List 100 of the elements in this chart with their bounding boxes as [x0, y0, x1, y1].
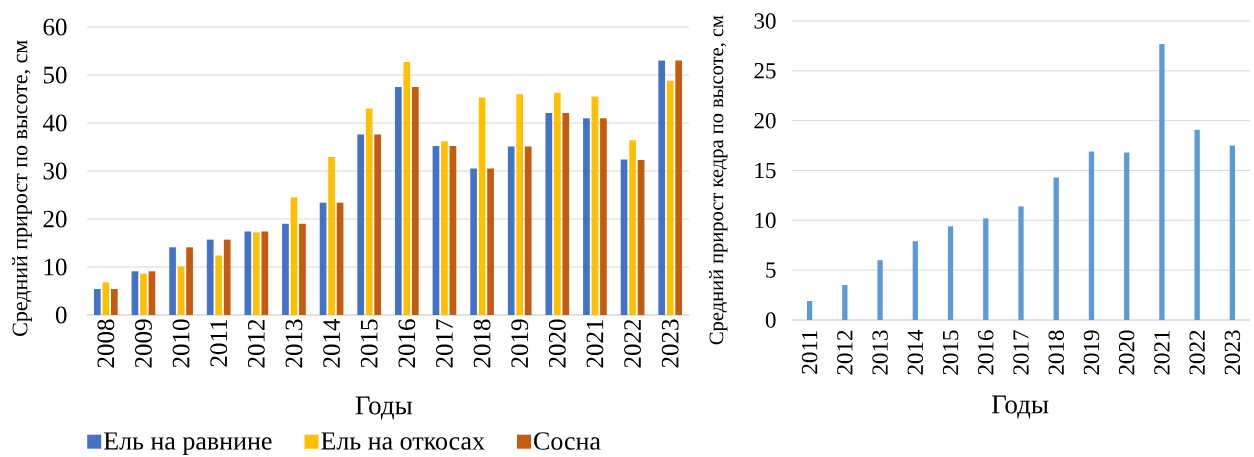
- bar: [186, 247, 193, 315]
- y-tick-label: 25: [754, 63, 776, 79]
- x-tick-label: 2018: [1048, 330, 1064, 375]
- x-tick-label: 2012: [247, 319, 265, 368]
- legend-label: Сосна: [534, 432, 601, 450]
- x-tick-label: 2015: [942, 330, 959, 375]
- bar: [524, 146, 532, 315]
- bar: [629, 140, 636, 315]
- bar: [1124, 152, 1130, 320]
- bar: [600, 118, 607, 315]
- bar: [282, 223, 289, 315]
- bar: [675, 60, 683, 315]
- bar: [215, 255, 223, 315]
- bar: [411, 86, 419, 315]
- bar: [877, 260, 883, 320]
- bar: [1088, 151, 1095, 320]
- y-tick-label: 40: [42, 114, 67, 132]
- bar: [562, 112, 570, 315]
- y-tick-label: 5: [766, 262, 776, 278]
- bar: [1229, 145, 1236, 320]
- bar: [223, 239, 231, 315]
- bar: [403, 62, 411, 315]
- bar: [131, 271, 139, 315]
- x-tick-label: 2023: [661, 319, 679, 368]
- y-tick-label: 0: [55, 306, 67, 324]
- y-tick-label: 30: [754, 13, 776, 29]
- bar: [1159, 43, 1165, 320]
- x-tick-label: 2016: [398, 319, 416, 368]
- x-tick-label: 2013: [285, 319, 303, 368]
- y-axis-title: Средний прирост по высоте, см: [12, 40, 32, 336]
- x-tick-label: 2015: [360, 319, 378, 368]
- bar: [290, 197, 298, 315]
- bar: [374, 134, 382, 315]
- x-tick-label: 2022: [1189, 330, 1205, 375]
- bar: [516, 94, 524, 315]
- bar: [947, 226, 954, 320]
- bar: [842, 285, 848, 320]
- y-tick-label: 15: [755, 162, 776, 179]
- x-axis-title: Годы: [991, 395, 1049, 419]
- bar: [553, 92, 561, 315]
- bar: [261, 231, 269, 315]
- x-tick-label: 2019: [511, 319, 529, 368]
- bar: [658, 60, 666, 315]
- x-tick-label: 2014: [323, 318, 341, 368]
- bar: [169, 247, 176, 315]
- x-tick-label: 2022: [624, 319, 642, 368]
- y-tick-label: 20: [43, 210, 67, 228]
- bar: [365, 108, 373, 315]
- bar: [140, 273, 147, 315]
- bar: [912, 241, 918, 320]
- legend-label: Ель на равнине: [103, 432, 272, 455]
- bar: [583, 118, 590, 315]
- x-tick-label: 2020: [1118, 330, 1135, 375]
- bar: [487, 168, 494, 315]
- bar: [983, 218, 989, 320]
- bar: [545, 112, 553, 315]
- bar: [441, 141, 448, 315]
- y-axis-title: Средний прирост кедра по высоте, см: [709, 15, 728, 345]
- bar: [328, 157, 335, 315]
- bar: [470, 168, 477, 315]
- x-tick-label: 2019: [1083, 330, 1100, 375]
- y-tick-label: 10: [755, 212, 776, 229]
- y-tick-label: 50: [43, 66, 67, 84]
- x-tick-label: 2010: [172, 319, 190, 368]
- bar: [1194, 129, 1200, 320]
- bar: [394, 86, 402, 315]
- bar: [637, 159, 645, 315]
- x-tick-label: 2020: [548, 319, 566, 368]
- x-tick-label: 2011: [210, 320, 228, 367]
- bar: [449, 146, 457, 315]
- x-tick-label: 2011: [801, 330, 818, 374]
- x-axis-title: Годы: [355, 396, 413, 420]
- bar: [206, 239, 214, 315]
- x-tick-label: 2012: [837, 330, 853, 375]
- bar: [299, 223, 306, 315]
- bar: [666, 80, 674, 315]
- x-tick-label: 2009: [135, 319, 152, 368]
- y-tick-label: 60: [43, 18, 67, 36]
- x-tick-label: 2021: [586, 320, 604, 368]
- bar: [93, 289, 101, 315]
- x-tick-label: 2017: [1013, 330, 1029, 375]
- x-tick-label: 2014: [907, 329, 924, 375]
- x-tick-label: 2016: [978, 330, 994, 375]
- bar: [806, 301, 813, 320]
- x-tick-label: 2023: [1224, 330, 1241, 375]
- y-tick-label: 20: [754, 112, 776, 129]
- bar: [1018, 206, 1024, 320]
- legend-label: Ель на откосах: [321, 432, 485, 450]
- bar: [432, 146, 440, 315]
- x-tick-label: 2018: [473, 319, 491, 368]
- bar: [110, 289, 118, 315]
- x-tick-label: 2017: [436, 319, 453, 368]
- bar: [244, 231, 252, 315]
- bar: [252, 232, 260, 315]
- bar: [507, 146, 515, 315]
- y-tick-label: 0: [765, 312, 776, 328]
- bar: [357, 134, 365, 315]
- x-tick-label: 2021: [1154, 330, 1170, 375]
- x-tick-label: 2013: [872, 330, 888, 375]
- bar: [1053, 177, 1059, 320]
